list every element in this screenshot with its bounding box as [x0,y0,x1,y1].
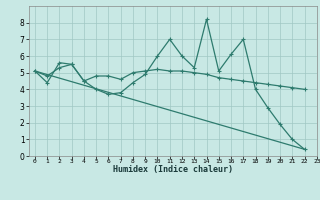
X-axis label: Humidex (Indice chaleur): Humidex (Indice chaleur) [113,165,233,174]
